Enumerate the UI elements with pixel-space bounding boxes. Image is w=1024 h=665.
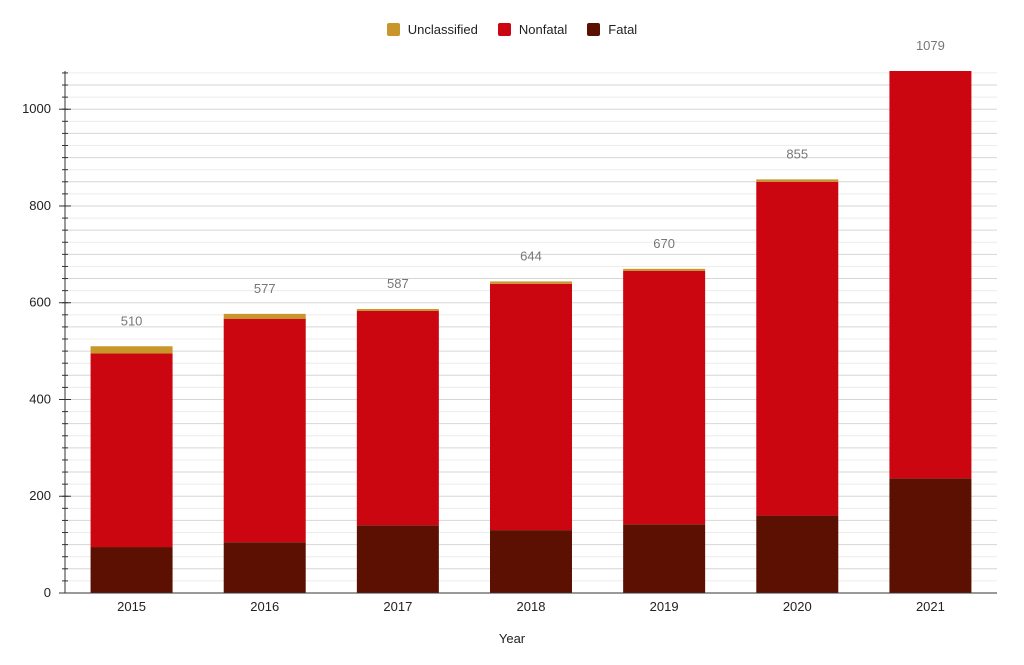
- y-tick-label-400: 400: [29, 391, 51, 406]
- y-tick-label-200: 200: [29, 488, 51, 503]
- total-label-2018: 644: [520, 248, 542, 263]
- bar-fatal-2020: [756, 515, 839, 593]
- legend-swatch-unclassified: [386, 23, 400, 36]
- y-tick-label-600: 600: [29, 295, 51, 310]
- bar-nonfatal-2018: [490, 283, 572, 531]
- x-tick-label-2017: 2017: [383, 599, 412, 614]
- legend-item-nonfatal[interactable]: Nonfatal: [497, 22, 568, 37]
- legend-label-unclassified: Unclassified: [407, 22, 478, 37]
- bar-nonfatal-2015: [90, 353, 173, 548]
- bar-fatal-2015: [90, 547, 173, 593]
- legend-swatch-fatal: [587, 23, 601, 36]
- bar-unclassified-2019: [623, 268, 706, 271]
- total-label-2016: 577: [254, 281, 276, 296]
- y-tick-label-0: 0: [44, 585, 51, 600]
- x-tick-label-2021: 2021: [916, 599, 945, 614]
- bar-nonfatal-2016: [223, 318, 306, 543]
- x-tick-label-2016: 2016: [250, 599, 279, 614]
- legend-label-nonfatal: Nonfatal: [518, 22, 568, 37]
- bar-fatal-2021: [889, 478, 972, 593]
- y-tick-label-800: 800: [29, 198, 51, 213]
- bar-unclassified-2017: [356, 309, 439, 311]
- y-tick-label-1000: 1000: [22, 101, 51, 116]
- bar-fatal-2019: [623, 524, 706, 593]
- legend-swatch-nonfatal: [497, 23, 511, 36]
- x-axis-title: Year: [498, 631, 526, 646]
- total-label-2020: 855: [786, 146, 808, 161]
- bar-nonfatal-2019: [623, 270, 706, 525]
- x-tick-label-2015: 2015: [117, 599, 146, 614]
- legend-item-fatal[interactable]: Fatal: [587, 22, 637, 37]
- bar-fatal-2016: [223, 542, 306, 593]
- total-label-2015: 510: [121, 313, 143, 328]
- legend-label-fatal: Fatal: [608, 22, 638, 37]
- x-tick-label-2019: 2019: [650, 599, 679, 614]
- total-label-2021: 1079: [916, 38, 945, 53]
- bar-unclassified-2018: [490, 281, 572, 284]
- total-label-2017: 587: [387, 276, 409, 291]
- x-tick-label-2020: 2020: [783, 599, 812, 614]
- bar-nonfatal-2020: [756, 181, 839, 516]
- x-tick-label-2018: 2018: [517, 599, 546, 614]
- bar-nonfatal-2021: [889, 71, 972, 479]
- bar-fatal-2018: [490, 530, 572, 593]
- chart-legend: Unclassified Nonfatal Fatal: [0, 22, 1024, 37]
- bar-nonfatal-2017: [356, 310, 439, 526]
- bar-unclassified-2020: [756, 179, 839, 182]
- total-label-2019: 670: [653, 236, 675, 251]
- bar-unclassified-2016: [223, 313, 306, 319]
- bar-unclassified-2015: [90, 346, 173, 354]
- legend-item-unclassified[interactable]: Unclassified: [386, 22, 478, 37]
- bar-fatal-2017: [356, 525, 439, 593]
